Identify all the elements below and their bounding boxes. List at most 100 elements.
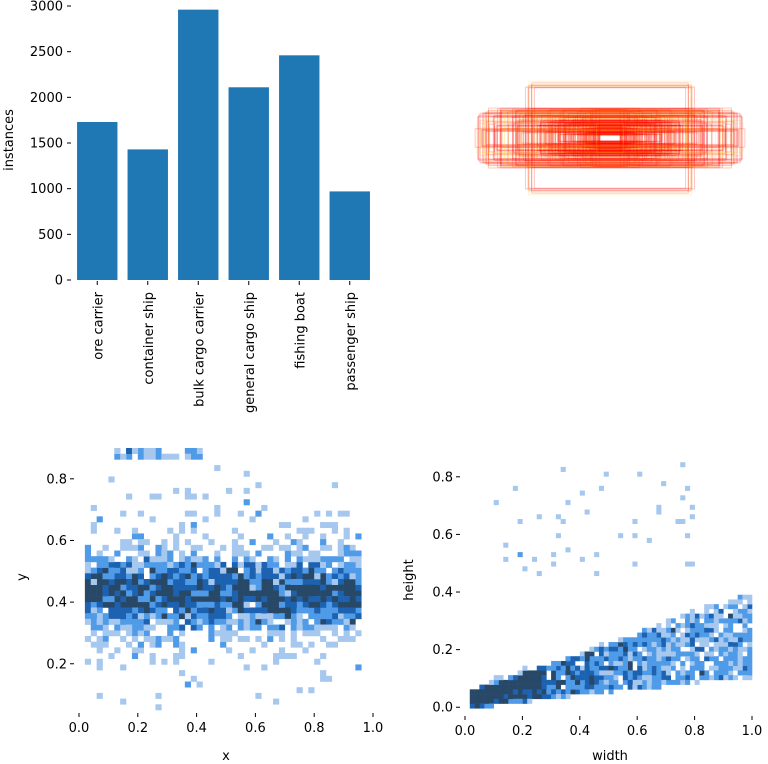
wh-density-cell: [723, 656, 729, 662]
xy-density-cell: [243, 584, 250, 591]
xy-density-cell: [355, 584, 362, 591]
wh-density-cell: [608, 684, 614, 690]
wh-density-cell: [613, 675, 619, 681]
xy-density-cell: [161, 584, 168, 591]
xy-density-cell: [90, 601, 97, 608]
xy-density-cell: [161, 601, 168, 608]
wh-density-cell: [546, 679, 552, 685]
wh-density-cell: [527, 679, 533, 685]
xy-density-cell: [331, 596, 339, 603]
wh-density-cell: [713, 637, 719, 643]
bbox-outline: [483, 121, 737, 155]
xy-density-cell: [214, 550, 221, 557]
xy-density-cell: [178, 613, 186, 620]
wh-density-cell: [565, 670, 571, 676]
xy-density-cell: [131, 618, 139, 625]
xy-density-cell: [190, 567, 197, 574]
xy-density-cell: [202, 573, 209, 580]
xy-density-cell: [137, 579, 144, 585]
bbox-outline: [522, 118, 698, 158]
xy-density-cell: [143, 613, 150, 620]
wh-density-cell: [512, 679, 518, 685]
wh-density-cell: [613, 665, 619, 671]
xy-density-cell: [120, 453, 127, 460]
xy-density-cell: [284, 618, 291, 625]
xy-density-cell: [184, 539, 192, 546]
xy-density-cell: [161, 607, 168, 614]
wh-density-cell: [680, 632, 686, 638]
xy-density-cell: [108, 584, 115, 591]
xy-density-cell: [126, 448, 133, 454]
xy-density-cell: [102, 618, 109, 625]
xy-density-cell: [90, 613, 97, 620]
bbox-outline: [548, 121, 672, 155]
wh-density-cell: [723, 604, 729, 610]
xy-density-cell: [308, 567, 315, 574]
wh-density-cell: [594, 689, 600, 695]
wh-density-cell: [694, 613, 700, 619]
bar-general-cargo-ship: [228, 87, 269, 280]
wh-density-cell: [665, 637, 671, 643]
xy-density-cell: [320, 601, 327, 608]
xy-density-cell: [220, 596, 227, 603]
wh-y-axis-label: height: [402, 559, 417, 600]
xy-density-cell: [220, 584, 227, 591]
xy-density-cell: [149, 635, 156, 642]
wh-density-cell: [570, 660, 576, 666]
xy-density-cell: [202, 596, 209, 603]
xy-density-cell: [278, 601, 286, 608]
xy-density-cell: [249, 607, 256, 614]
xy-density-cell: [261, 641, 268, 648]
xy-density-cell: [325, 641, 333, 648]
xy-density-cell: [296, 527, 303, 534]
xy-density-cell: [261, 561, 268, 568]
bbox-outline: [560, 111, 660, 165]
xy-density-cell: [178, 670, 186, 677]
wh-density-cell: [646, 660, 652, 666]
xy-density-cell: [337, 596, 344, 603]
xy-density-cells: [84, 448, 362, 711]
wh-density-cell: [656, 646, 662, 652]
xy-density-cell: [167, 567, 174, 574]
wh-density-cell: [570, 656, 576, 662]
wh-density-cell: [728, 613, 734, 619]
xy-density-cell: [167, 453, 174, 460]
wh-density-cell: [579, 651, 585, 657]
bbox-outline: [554, 116, 666, 160]
xy-x-tick-label: 0.4: [186, 721, 207, 736]
wh-density-cell: [474, 698, 480, 704]
bbox-outline: [549, 122, 671, 154]
bbox-outline: [552, 116, 668, 160]
xy-density-cell: [278, 584, 286, 591]
xy-density-cell: [96, 624, 103, 631]
wh-density-cell: [536, 689, 542, 695]
wh-density-cell: [613, 646, 619, 652]
wh-density-cell: [747, 675, 753, 681]
xy-density-cell: [120, 510, 127, 517]
bbox-outline: [544, 132, 676, 144]
xy-density-cell: [261, 579, 268, 585]
bbox-outline: [593, 120, 627, 156]
xy-density-cell: [255, 482, 262, 489]
xy-density-cell: [155, 635, 162, 642]
xy-density-cell: [278, 590, 286, 597]
bbox-outline: [515, 109, 705, 167]
wh-density-cell: [689, 608, 695, 614]
wh-y-tick-label: 0.2: [432, 643, 453, 658]
xy-density-cell: [178, 601, 186, 608]
wh-density-cell: [732, 637, 738, 643]
wh-density-cell: [732, 642, 738, 648]
wh-x-tick-label: 0.2: [512, 724, 533, 739]
xy-density-cell: [114, 630, 121, 637]
xy-density-cell: [131, 624, 139, 631]
xy-density-cell: [237, 596, 244, 603]
xy-density-cell: [96, 647, 103, 654]
xy-density-cell: [278, 607, 286, 614]
wh-density-cell: [598, 665, 605, 671]
wh-density-cell: [723, 660, 729, 666]
xy-density-cell: [202, 590, 209, 597]
wh-density-cell: [479, 689, 485, 695]
wh-density-cell: [517, 698, 523, 704]
wh-density-cell: [747, 665, 753, 671]
